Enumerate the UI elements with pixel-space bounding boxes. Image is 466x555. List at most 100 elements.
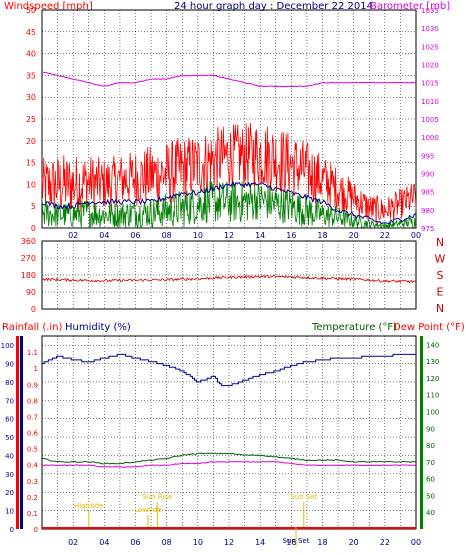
barometer-tick-label: 1030 — [421, 25, 439, 33]
rain-tick-label: 0.2 — [27, 494, 38, 502]
barometer-tick-label: 980 — [421, 207, 434, 215]
humidity-tick-label: 0 — [10, 526, 14, 534]
direction-tick-label: 0 — [31, 305, 36, 314]
humidity-tick-label: 70 — [5, 397, 14, 405]
direction-tick-label: 90 — [26, 288, 36, 297]
barometer-label: Barometer [mb] — [370, 1, 450, 12]
humidity-series — [42, 353, 416, 387]
wind-x-tick-label: 02 — [68, 231, 78, 240]
barometer-tick-label: 1000 — [421, 134, 439, 142]
temperature-tick-label: 100 — [426, 409, 439, 417]
wind-tick-label: 0 — [31, 224, 36, 233]
wind-x-tick-label: 04 — [99, 231, 109, 240]
wind-x-tick-label: 22 — [380, 231, 390, 240]
barometer-tick-label: 975 — [421, 225, 434, 233]
wind-tick-label: 25 — [26, 115, 36, 124]
annotation-label: Sun Set — [282, 537, 309, 545]
humidity-tick-label: 30 — [5, 471, 14, 479]
wind-x-tick-label: 10 — [193, 231, 203, 240]
wind-tick-label: 5 — [31, 202, 36, 211]
direction-tick-label: 270 — [21, 254, 36, 263]
bottom-x-tick-label: 16 — [286, 538, 296, 547]
wind-tick-label: 50 — [26, 6, 36, 15]
windspeed-label: Windspeed [mph] — [4, 1, 93, 12]
wind-tick-label: 15 — [26, 159, 36, 168]
dewpoint-series — [41, 460, 417, 468]
humidity-tick-label: 60 — [5, 416, 14, 424]
humidity-tick-label: 90 — [5, 361, 14, 369]
annotation-label: Hightide — [74, 502, 104, 510]
barometer-tick-label: 1035 — [421, 7, 439, 15]
wind-x-tick-label: 00 — [411, 231, 421, 240]
barometer-tick-label: 1020 — [421, 62, 439, 70]
temperature-tick-label: 80 — [426, 442, 435, 450]
dewpoint-label: Dew Point (°F) — [393, 322, 465, 333]
bottom-x-tick-label: 18 — [317, 538, 327, 547]
rain-axis-bar — [16, 336, 19, 529]
humidity-label: Humidity (%) — [65, 322, 131, 333]
barometer-series — [41, 71, 417, 88]
temperature-tick-label: 60 — [426, 476, 435, 484]
temperature-axis-bar — [420, 336, 423, 529]
temperature-tick-label: 130 — [426, 358, 439, 366]
temperature-label: Temperature (°F) — [311, 322, 397, 333]
rain-tick-label: 0.5 — [27, 446, 38, 454]
humidity-tick-label: 40 — [5, 452, 14, 460]
wind-tick-label: 30 — [26, 93, 36, 102]
wind-x-tick-label: 20 — [349, 231, 359, 240]
barometer-tick-label: 1015 — [421, 80, 439, 88]
wind-gust-series — [41, 180, 417, 225]
bottom-x-tick-label: 14 — [255, 538, 265, 547]
wind-tick-label: 40 — [26, 50, 36, 59]
event-annotations: Hightide Sun Rise Lowtide Sun Set Sun Set — [74, 493, 318, 546]
graph-title: 24 hour graph day : December 22 2014 — [174, 1, 373, 12]
temperature-tick-label: 140 — [426, 341, 439, 349]
barometer-tick-label: 995 — [421, 152, 434, 160]
temperature-tick-label: 90 — [426, 425, 435, 433]
windspeed-series — [41, 122, 417, 224]
humidity-tick-label: 10 — [5, 508, 14, 516]
compass-label: W — [435, 253, 446, 266]
humidity-tick-label: 20 — [5, 489, 14, 497]
axis-ticks: 0510152025303540455097598098599099510001… — [1, 6, 446, 547]
wind-tick-label: 10 — [26, 180, 36, 189]
humidity-tick-label: 80 — [5, 379, 14, 387]
wind-tick-label: 45 — [26, 28, 36, 37]
annotation-label: Sun Rise — [142, 493, 172, 501]
temperature-tick-label: 40 — [426, 509, 435, 517]
wind-x-tick-label: 08 — [162, 231, 172, 240]
barometer-tick-label: 1010 — [421, 98, 439, 106]
barometer-tick-label: 1025 — [421, 43, 439, 51]
bottom-x-tick-label: 22 — [380, 538, 390, 547]
barometer-tick-label: 985 — [421, 189, 434, 197]
rain-tick-label: 0.7 — [27, 413, 38, 421]
compass-label: N — [436, 236, 444, 249]
humidity-tick-label: 100 — [1, 342, 14, 350]
wind-tick-label: 20 — [26, 137, 36, 146]
wind-x-tick-label: 14 — [255, 231, 265, 240]
bottom-x-tick-label: 10 — [193, 538, 203, 547]
rain-tick-label: 1.1 — [27, 349, 38, 357]
temperature-tick-label: 110 — [426, 392, 439, 400]
direction-tick-label: 180 — [21, 271, 36, 280]
bottom-x-tick-label: 20 — [349, 538, 359, 547]
wind-average-series — [41, 180, 417, 229]
wind-tick-label: 35 — [26, 71, 36, 80]
wind-x-tick-label: 18 — [317, 231, 327, 240]
direction-series — [41, 274, 417, 284]
barometer-tick-label: 990 — [421, 171, 434, 179]
bottom-x-tick-label: 12 — [224, 538, 234, 547]
rain-tick-label: 0.8 — [27, 397, 38, 405]
humidity-axis-bar — [20, 336, 23, 529]
temperature-series — [41, 452, 417, 465]
rain-tick-label: 0 — [34, 526, 38, 534]
bottom-x-tick-label: 08 — [162, 538, 172, 547]
humidity-tick-label: 50 — [5, 434, 14, 442]
temperature-tick-label: 70 — [426, 459, 435, 467]
compass-label: N — [436, 302, 444, 315]
temperature-tick-label: 50 — [426, 492, 435, 500]
grid-lines — [42, 10, 416, 529]
wind-x-tick-label: 06 — [130, 231, 140, 240]
